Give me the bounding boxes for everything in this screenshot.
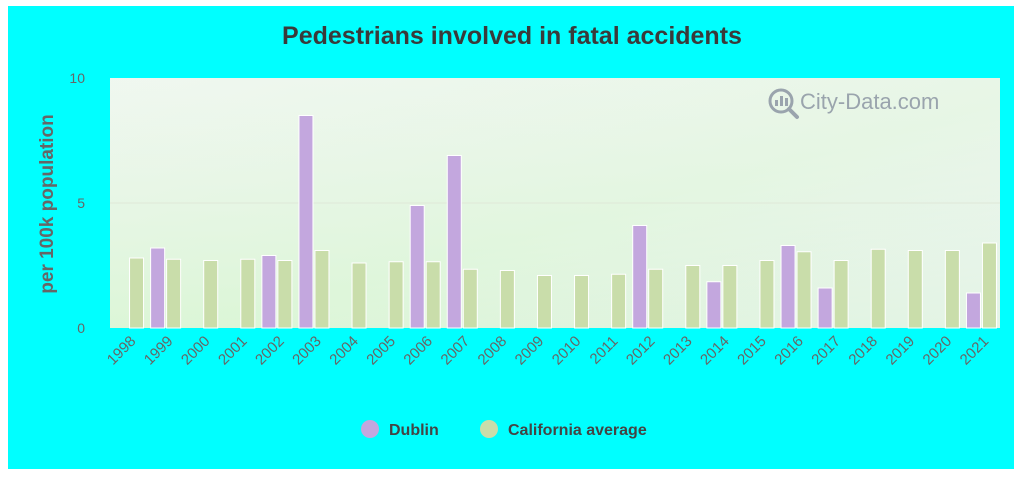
chart-title: Pedestrians involved in fatal accidents <box>282 22 742 50</box>
x-tick-label: 2016 <box>771 333 807 369</box>
bar-california-average-2016[interactable] <box>796 251 812 329</box>
y-tick-label: 10 <box>69 70 85 86</box>
legend-item-california-average[interactable]: California average <box>480 420 647 439</box>
bar-california-average-2014[interactable] <box>722 265 738 329</box>
bar-dublin-2012[interactable] <box>632 225 648 329</box>
x-tick-label: 2006 <box>400 333 436 369</box>
bar-california-average-2001[interactable] <box>240 258 256 329</box>
legend-swatch-dublin <box>361 420 379 438</box>
x-tick-label: 2017 <box>808 333 844 369</box>
bar-dublin-2006[interactable] <box>409 205 425 329</box>
legend-label-california-average: California average <box>508 422 647 439</box>
x-tick-label: 2015 <box>734 333 770 369</box>
x-tick-label: 2021 <box>957 333 993 369</box>
bar-california-average-2003[interactable] <box>314 250 330 329</box>
x-tick-label: 2013 <box>660 333 696 369</box>
x-tick-label: 2010 <box>549 333 585 369</box>
x-tick-label: 2005 <box>363 333 399 369</box>
bars <box>129 115 997 329</box>
bar-california-average-2000[interactable] <box>203 260 219 329</box>
legend: Dublin California average <box>361 420 647 439</box>
x-tick-label: 2008 <box>475 333 511 369</box>
magnifier-icon <box>768 88 799 119</box>
bar-california-average-2009[interactable] <box>536 275 552 329</box>
bar-dublin-2014[interactable] <box>706 281 722 329</box>
x-tick-label: 2018 <box>845 333 881 369</box>
bar-california-average-2017[interactable] <box>833 260 849 329</box>
bar-california-average-2007[interactable] <box>462 268 478 329</box>
x-tick-label: 2009 <box>512 333 548 369</box>
y-tick-label: 5 <box>77 195 85 211</box>
bar-california-average-2002[interactable] <box>277 260 293 329</box>
x-tick-label: 2001 <box>215 333 251 369</box>
x-tick-label: 2004 <box>326 333 362 369</box>
legend-item-dublin[interactable]: Dublin <box>361 420 439 439</box>
legend-label-dublin: Dublin <box>389 422 439 439</box>
x-tick-label: 1999 <box>141 333 177 369</box>
x-tick-label: 2019 <box>882 333 918 369</box>
x-tick-label: 1998 <box>104 333 140 369</box>
bar-dublin-2002[interactable] <box>261 255 277 329</box>
x-axis-ticks: 1998 1999 2000 2001 2002 2003 2004 2005 2006 2007… <box>104 333 993 369</box>
x-tick-label: 2000 <box>178 333 214 369</box>
bar-california-average-2008[interactable] <box>499 270 515 329</box>
bar-california-average-1999[interactable] <box>166 258 182 329</box>
bar-california-average-2018[interactable] <box>870 248 886 329</box>
bar-dublin-2003[interactable] <box>298 115 314 329</box>
bar-california-average-2010[interactable] <box>574 275 590 329</box>
bar-california-average-2012[interactable] <box>648 268 664 329</box>
x-tick-label: 2011 <box>587 333 622 368</box>
bar-california-average-2015[interactable] <box>759 260 775 329</box>
bar-california-average-2005[interactable] <box>388 261 404 329</box>
x-tick-label: 2012 <box>623 333 659 369</box>
legend-swatch-california-average <box>480 420 498 438</box>
bar-dublin-1999[interactable] <box>150 247 166 329</box>
bar-dublin-2016[interactable] <box>780 245 796 329</box>
bar-california-average-2011[interactable] <box>611 273 627 329</box>
bar-california-average-1998[interactable] <box>129 257 145 329</box>
x-tick-label: 2002 <box>252 333 288 369</box>
y-axis-label: per 100k population <box>37 114 58 293</box>
x-tick-label: 2007 <box>437 333 473 369</box>
x-tick-label: 2020 <box>920 333 956 369</box>
bar-california-average-2019[interactable] <box>907 250 923 329</box>
bar-california-average-2021[interactable] <box>981 242 997 329</box>
bar-california-average-2004[interactable] <box>351 262 367 329</box>
page-bottom-strip <box>0 472 1024 480</box>
x-tick-label: 2014 <box>697 333 733 369</box>
bar-dublin-2007[interactable] <box>446 155 462 329</box>
bar-california-average-2020[interactable] <box>944 250 960 329</box>
bar-california-average-2006[interactable] <box>425 261 441 329</box>
x-tick-label: 2003 <box>289 333 325 369</box>
bar-dublin-2021[interactable] <box>965 292 981 329</box>
bar-california-average-2013[interactable] <box>685 265 701 329</box>
watermark-text: City-Data.com <box>800 89 939 114</box>
bar-dublin-2017[interactable] <box>817 287 833 329</box>
y-tick-label: 0 <box>77 320 85 336</box>
y-axis-ticks: 0 5 10 <box>69 70 85 336</box>
watermark: City-Data.com <box>768 88 939 119</box>
